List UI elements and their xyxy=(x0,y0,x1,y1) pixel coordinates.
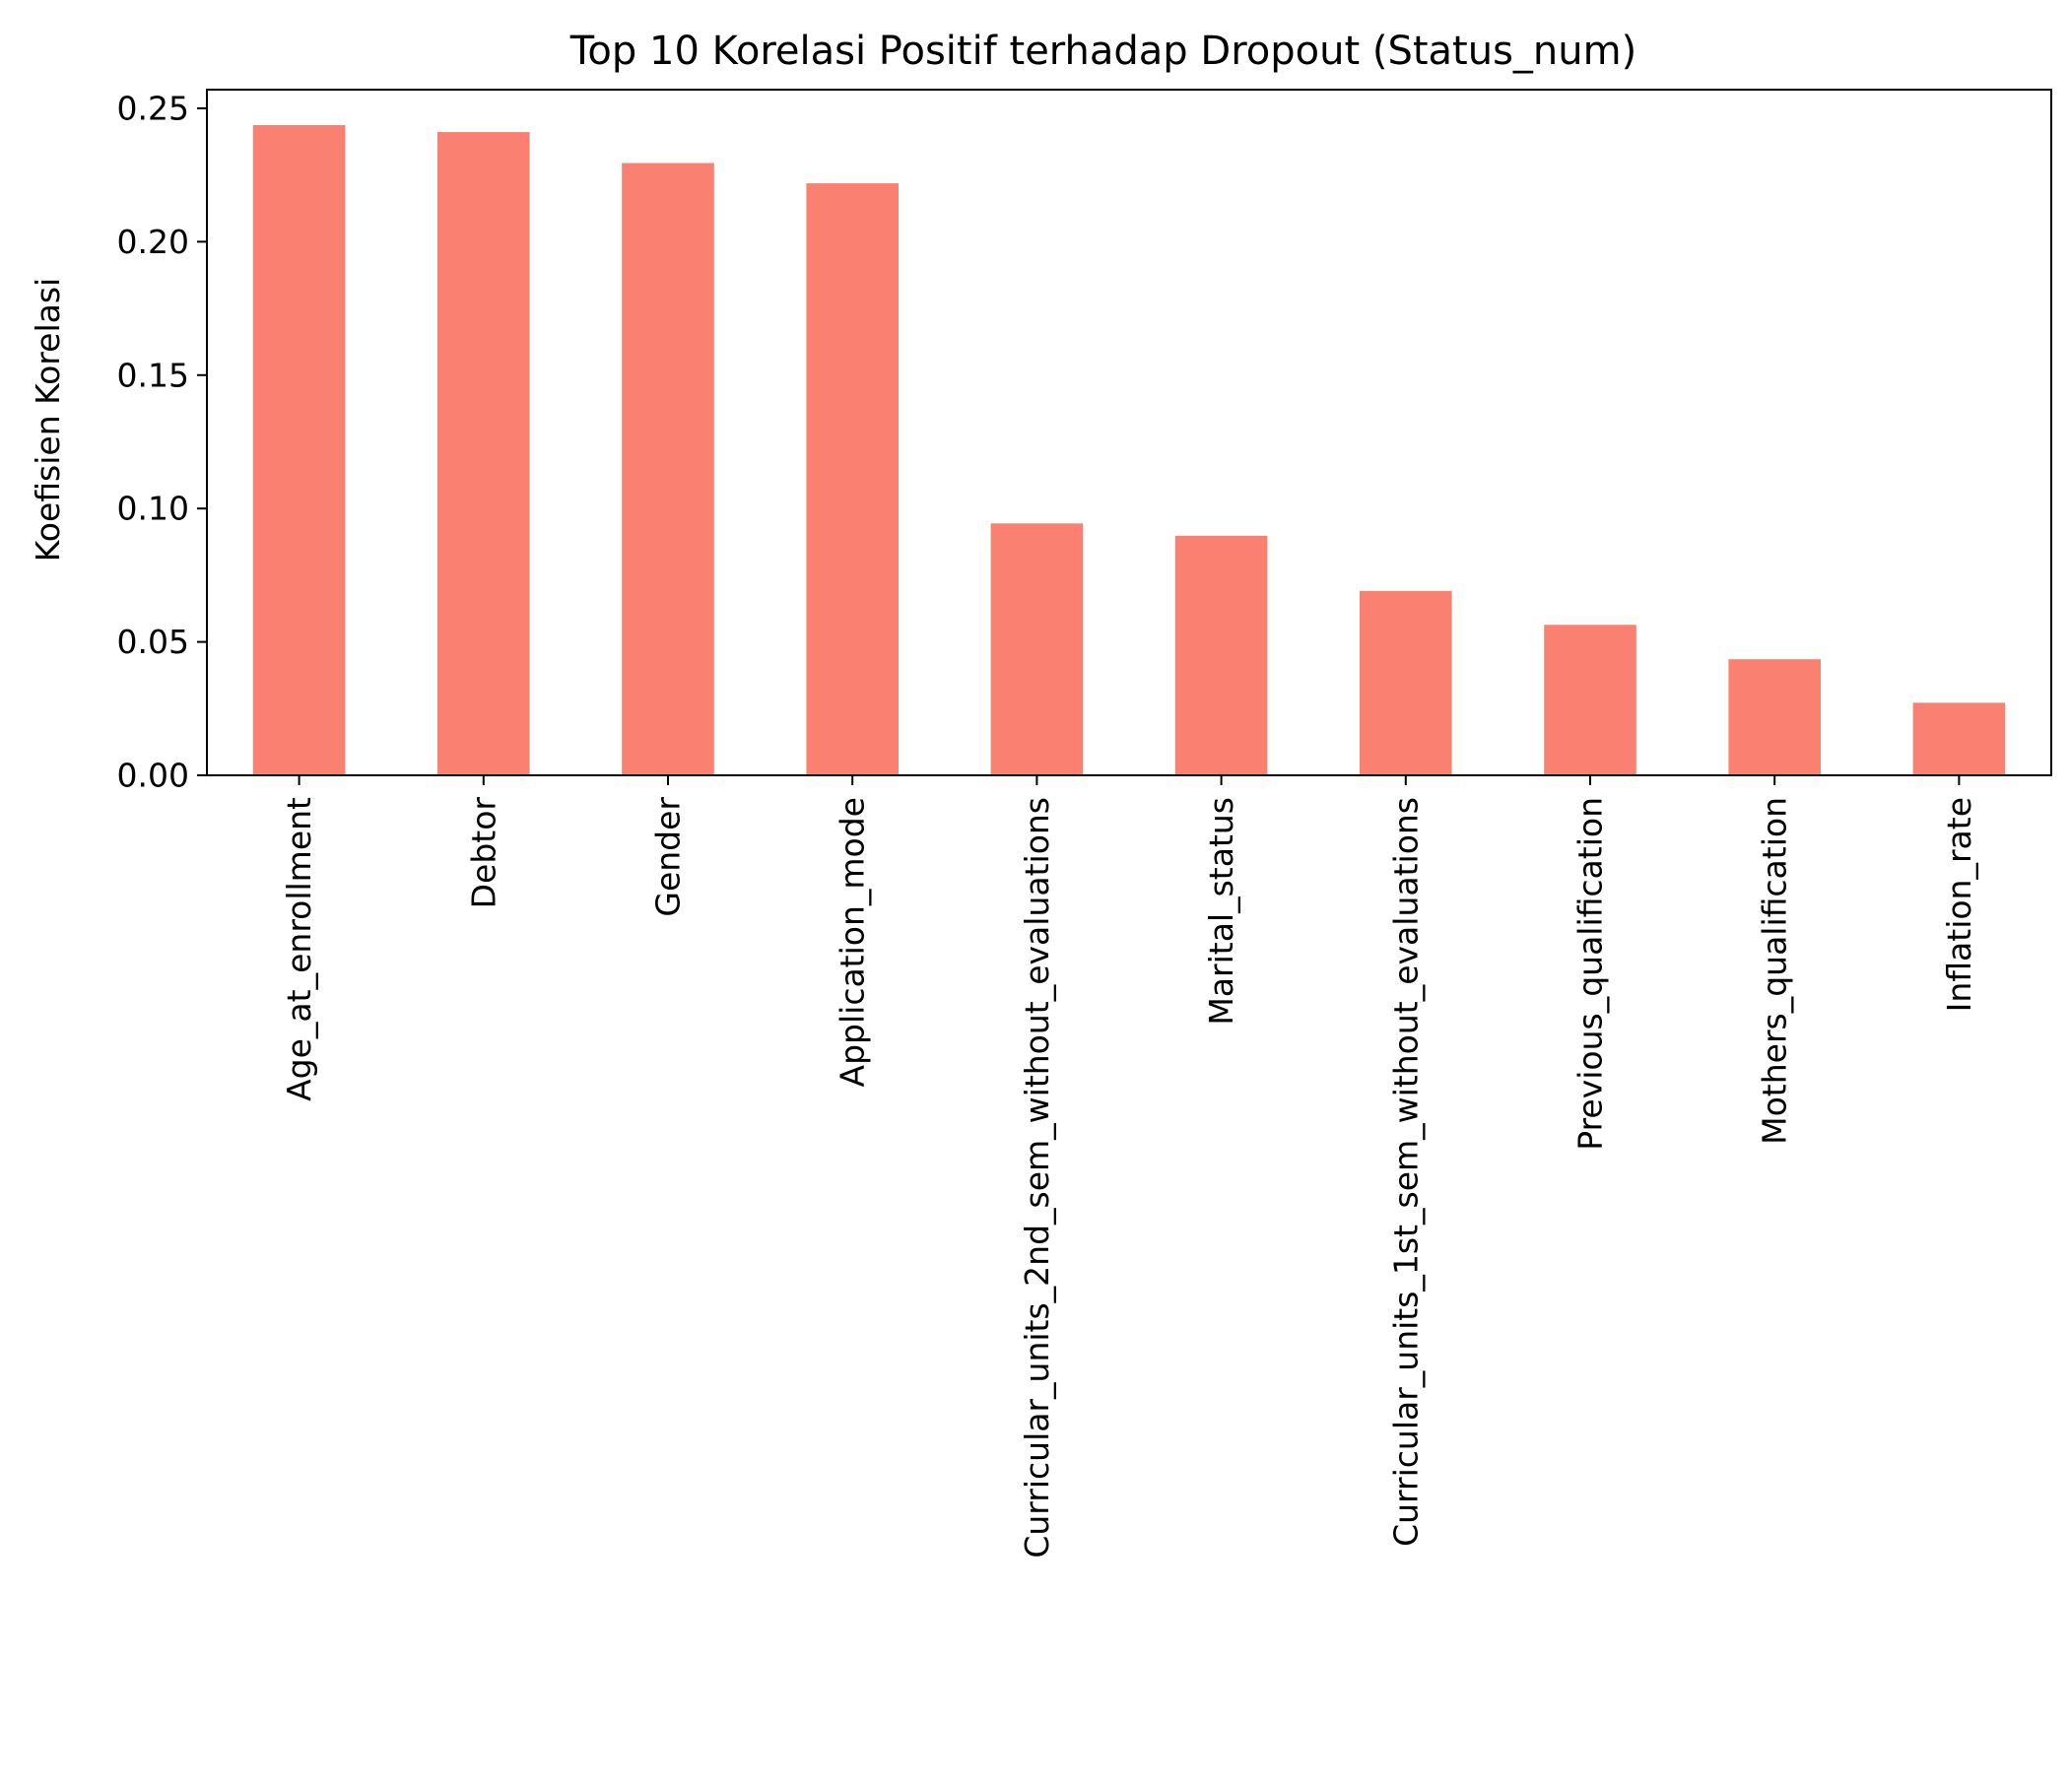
y-axis-label: Koefisien Korelasi xyxy=(29,278,67,562)
x-tick-label: Mothers_qualification xyxy=(1756,797,1794,1145)
bar-application-mode xyxy=(806,183,899,775)
x-tick-label: Age_at_enrollment xyxy=(280,797,318,1101)
plot-area xyxy=(252,125,2006,775)
bar-age-at-enrollment xyxy=(252,125,346,775)
x-tick-label: Debtor xyxy=(464,797,502,909)
x-axis: Age_at_enrollment Debtor Gender Application… xyxy=(280,775,1978,1559)
y-axis: 0.00 0.05 0.10 0.15 0.20 0.25 xyxy=(117,89,207,795)
bar-debtor xyxy=(437,132,530,775)
bar-curricular-units-2nd-sem-without-evaluations xyxy=(990,523,1084,775)
x-tick-label: Inflation_rate xyxy=(1940,797,1978,1012)
y-tick-label: 0.25 xyxy=(117,89,189,127)
plot-frame xyxy=(206,89,2052,776)
bar-mothers-qualification xyxy=(1728,659,1821,775)
x-tick-label: Marital_status xyxy=(1202,797,1240,1026)
y-tick-label: 0.05 xyxy=(117,623,189,661)
x-tick-label: Previous_qualification xyxy=(1571,797,1610,1151)
y-tick-label: 0.00 xyxy=(117,757,189,795)
x-tick-label: Gender xyxy=(649,797,688,917)
chart-title: Top 10 Korelasi Positif terhadap Dropout… xyxy=(569,29,1636,74)
bar-gender xyxy=(622,163,714,775)
y-tick-label: 0.10 xyxy=(117,490,189,528)
bar-previous-qualification xyxy=(1544,625,1636,775)
y-tick-label: 0.20 xyxy=(117,223,189,261)
bar-inflation-rate xyxy=(1912,702,2006,775)
x-tick-label: Curricular_units_1st_sem_without_evaluat… xyxy=(1386,797,1425,1547)
bar-marital-status xyxy=(1174,535,1268,775)
y-tick-label: 0.15 xyxy=(117,356,189,394)
x-tick-label: Curricular_units_2nd_sem_without_evaluat… xyxy=(1018,797,1056,1559)
x-tick-label: Application_mode xyxy=(834,797,872,1087)
bar-curricular-units-1st-sem-without-evaluations xyxy=(1360,590,1452,775)
